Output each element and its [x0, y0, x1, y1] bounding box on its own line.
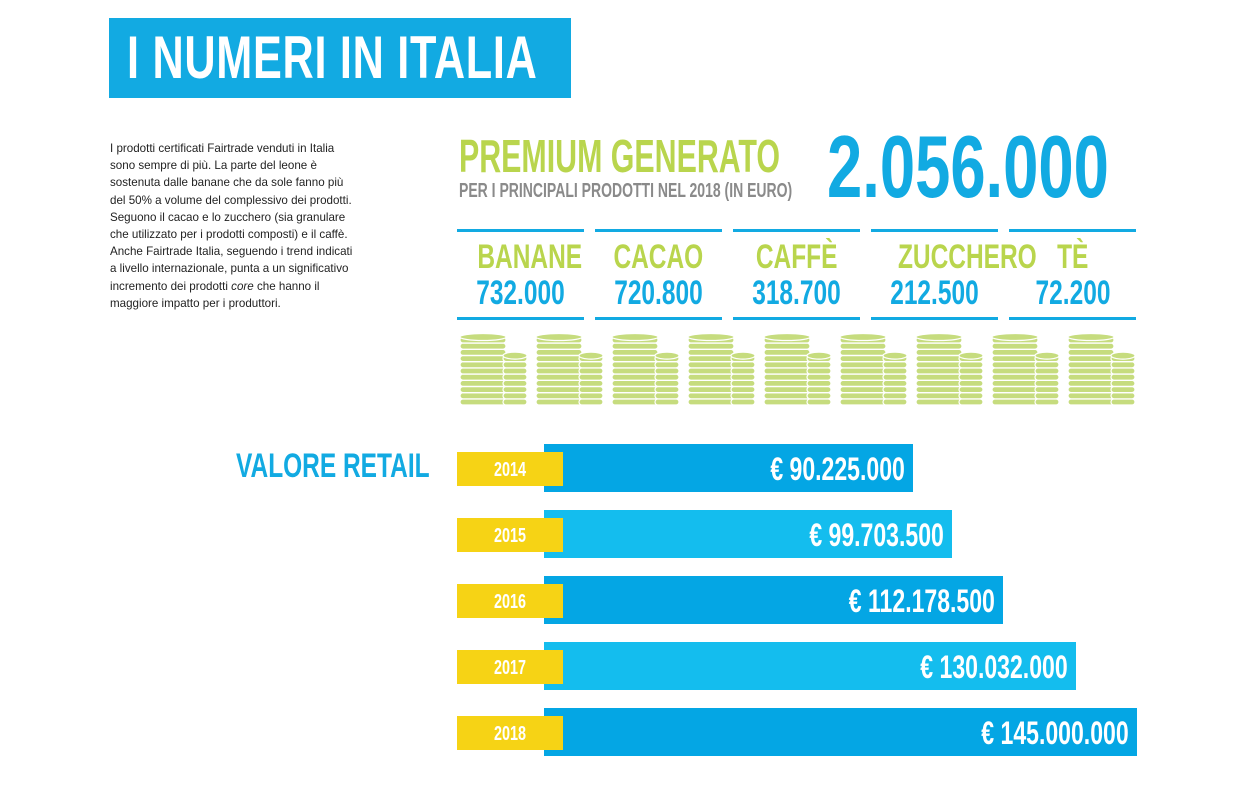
retail-bar: € 90.225.000: [544, 444, 913, 492]
retail-bar: € 130.032.000: [544, 642, 1076, 690]
product-value: 318.700: [752, 274, 841, 312]
year-label: 2014: [493, 459, 527, 481]
product-value: 720.800: [614, 274, 703, 312]
year-tab: 2014: [457, 452, 563, 486]
coin-stack: [1034, 351, 1060, 406]
intro-emphasis: core: [231, 279, 254, 293]
intro-line: I prodotti certificati Fairtrade venduti…: [110, 142, 335, 155]
intro-line: Anche Fairtrade Italia, seguendo i trend…: [110, 245, 353, 259]
coin-stack: [763, 332, 811, 406]
product-name: BANANE: [477, 238, 583, 276]
year-tab: 2016: [457, 584, 563, 618]
product-banane: BANANE 732.000: [457, 229, 584, 320]
premium-total: 2.056.000: [827, 117, 1109, 216]
premium-subtitle: PER I PRINCIPALI PRODOTTI NEL 2018 (IN E…: [459, 180, 793, 202]
year-label: 2016: [493, 591, 527, 613]
product-zucchero: ZUCCHERO 212.500: [871, 229, 1037, 320]
coin-stacks-illustration: [459, 332, 1136, 406]
coin-stack: [459, 332, 507, 406]
product-name: TÈ: [1056, 238, 1089, 276]
product-value: 732.000: [476, 274, 565, 312]
year-tab: 2017: [457, 650, 563, 684]
product-caffe: CAFFÈ 318.700: [733, 229, 860, 320]
year-label: 2015: [493, 525, 527, 547]
retail-bar: € 112.178.500: [544, 576, 1003, 624]
coin-stack: [958, 351, 984, 406]
retail-value-label: € 145.000.000: [981, 715, 1129, 751]
retail-value-label: € 130.032.000: [920, 649, 1068, 685]
coin-stack: [611, 332, 659, 406]
intro-line: incremento dei prodotti core che hanno i…: [110, 279, 320, 293]
intro-line: Seguono il cacao e lo zucchero (sia gran…: [110, 210, 346, 224]
intro-line: che utilizzato per i prodotti composti) …: [110, 228, 348, 242]
premium-title: PREMIUM GENERATO: [459, 130, 781, 182]
page-title: I NUMERI IN ITALIA: [127, 24, 538, 91]
product-name: ZUCCHERO: [897, 238, 1037, 276]
intro-paragraph: I prodotti certificati Fairtrade venduti…: [110, 140, 385, 312]
year-label: 2018: [493, 723, 527, 745]
coin-stack: [687, 332, 735, 406]
year-tab: 2018: [457, 716, 563, 750]
coin-stack: [502, 351, 528, 406]
intro-line: sono sempre di più. La parte del leone è: [110, 159, 317, 173]
coin-stack: [1110, 351, 1136, 406]
retail-row-2015: € 99.703.500 2015: [457, 510, 1137, 558]
product-value: 212.500: [890, 274, 979, 312]
product-cacao: CACAO 720.800: [595, 229, 722, 320]
retail-row-2014: € 90.225.000 2014: [457, 444, 1137, 492]
product-name: CACAO: [613, 238, 704, 276]
coin-stack: [578, 351, 604, 406]
retail-value-label: € 99.703.500: [809, 517, 944, 553]
product-te: TÈ 72.200: [1009, 229, 1136, 320]
coin-stack: [882, 351, 908, 406]
retail-value-label: € 112.178.500: [848, 583, 995, 619]
intro-line: sostenuta dalle banane che da sole fanno…: [110, 176, 344, 190]
coin-stack: [654, 351, 680, 406]
retail-bar: € 99.703.500: [544, 510, 952, 558]
coin-stack: [991, 332, 1039, 406]
coin-stack: [730, 351, 756, 406]
year-label: 2017: [493, 657, 527, 679]
retail-row-2016: € 112.178.500 2016: [457, 576, 1137, 624]
retail-bar: € 145.000.000: [544, 708, 1137, 756]
year-tab: 2015: [457, 518, 563, 552]
product-name: CAFFÈ: [755, 238, 838, 276]
product-value: 72.200: [1035, 274, 1110, 312]
retail-value-label: € 90.225.000: [770, 451, 905, 487]
title-banner: I NUMERI IN ITALIA: [109, 18, 571, 98]
intro-line: maggiore impatto per i produttori.: [110, 296, 281, 310]
coin-stack: [915, 332, 963, 406]
retail-title: VALORE RETAIL: [236, 447, 430, 485]
intro-line: del 50% a volume del complessivo dei pro…: [110, 193, 352, 207]
coin-stack: [839, 332, 887, 406]
retail-row-2018: € 145.000.000 2018: [457, 708, 1137, 756]
coin-stack: [806, 351, 832, 406]
coin-stack: [1067, 332, 1115, 406]
coin-stack: [535, 332, 583, 406]
retail-row-2017: € 130.032.000 2017: [457, 642, 1137, 690]
intro-line: a livello internazionale, punta a un sig…: [110, 262, 349, 276]
